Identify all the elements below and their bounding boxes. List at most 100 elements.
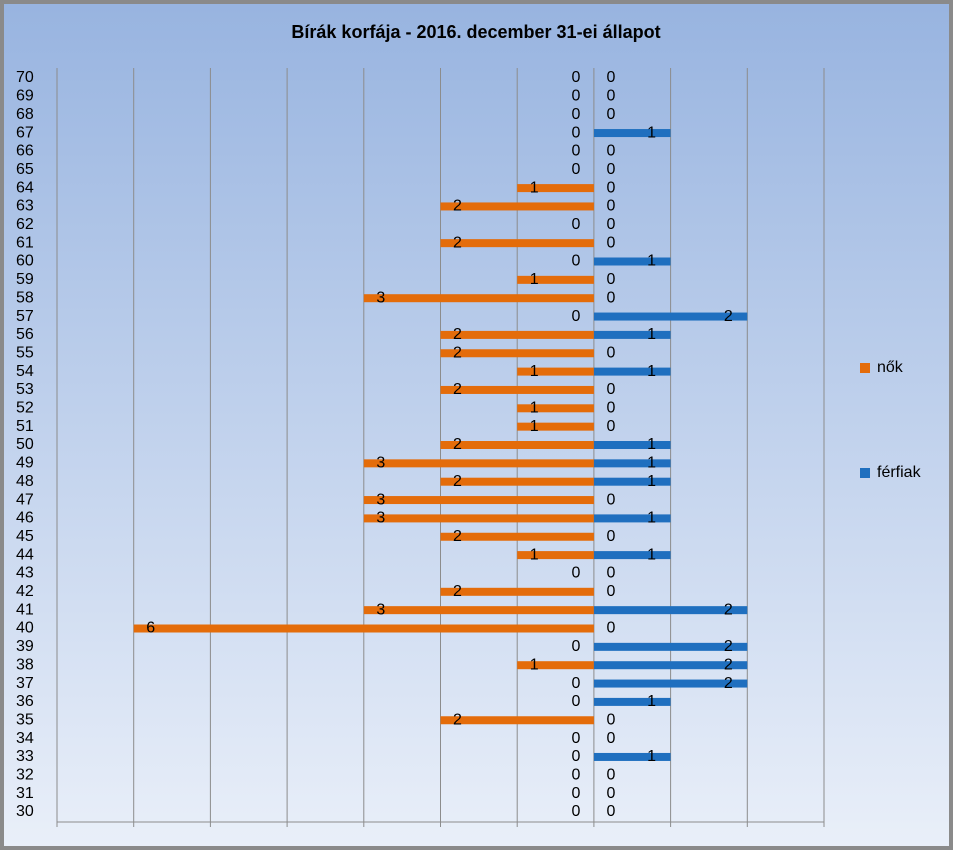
y-tick-label: 60 [16,253,34,270]
bar [517,404,594,413]
value-label: 0 [606,88,615,105]
value-label: 0 [571,216,580,233]
value-label: 6 [146,620,155,637]
value-label: 2 [453,198,462,215]
bar [440,477,594,486]
value-label: 0 [606,565,615,582]
bar [440,330,594,339]
value-label: 0 [571,693,580,710]
value-label: 0 [571,106,580,123]
value-label: 1 [530,363,539,380]
value-label: 2 [453,344,462,361]
value-label: 2 [453,528,462,545]
y-tick-label: 48 [16,473,34,490]
y-tick-label: 47 [16,491,34,508]
bar [593,551,671,560]
bar [133,624,594,633]
value-label: 3 [376,601,385,618]
value-label: 0 [606,234,615,251]
bar [593,257,671,266]
bar [440,716,594,725]
y-tick-label: 41 [16,601,34,618]
bar [517,275,594,284]
bar [440,587,594,596]
value-label: 1 [647,546,656,563]
value-label: 0 [571,565,580,582]
value-label: 0 [606,143,615,160]
y-tick-label: 30 [16,803,34,820]
value-label: 2 [453,381,462,398]
value-label: 0 [606,785,615,802]
y-tick-label: 42 [16,583,34,600]
bar [517,661,594,670]
value-label: 2 [453,711,462,728]
value-label: 1 [647,253,656,270]
value-label: 1 [647,473,656,490]
y-tick-label: 35 [16,711,34,728]
value-label: 1 [530,656,539,673]
bar [440,239,594,248]
value-label: 0 [606,216,615,233]
value-label: 2 [453,583,462,600]
legend-swatch [860,468,870,478]
value-label: 0 [606,179,615,196]
y-tick-label: 51 [16,418,34,435]
chart-title: Bírák korfája - 2016. december 31-ei áll… [291,22,660,42]
y-tick-label: 39 [16,638,34,655]
value-label: 0 [606,289,615,306]
y-tick-label: 65 [16,161,34,178]
value-label: 0 [606,491,615,508]
value-label: 3 [376,289,385,306]
y-tick-label: 68 [16,106,34,123]
bar [517,422,594,431]
y-tick-label: 34 [16,730,34,747]
value-label: 1 [647,748,656,765]
value-label: 0 [606,381,615,398]
bar [593,312,748,321]
legend-label: férfiak [877,464,922,481]
value-label: 1 [530,400,539,417]
bar [593,514,671,523]
value-label: 0 [606,161,615,178]
y-tick-label: 32 [16,767,34,784]
y-tick-label: 46 [16,510,34,527]
bar [440,349,594,358]
value-label: 0 [606,583,615,600]
y-tick-label: 70 [16,69,34,86]
value-label: 0 [606,344,615,361]
y-tick-label: 52 [16,400,34,417]
y-tick-label: 57 [16,308,34,325]
value-label: 0 [571,308,580,325]
value-label: 0 [571,253,580,270]
value-label: 0 [606,69,615,86]
value-label: 0 [571,675,580,692]
value-label: 0 [606,730,615,747]
value-label: 1 [530,271,539,288]
value-label: 1 [647,363,656,380]
y-tick-label: 43 [16,565,34,582]
bar [593,459,671,468]
bar [363,606,594,615]
bar [593,752,671,761]
value-label: 0 [606,198,615,215]
y-tick-label: 63 [16,198,34,215]
value-label: 0 [571,88,580,105]
value-label: 2 [724,675,733,692]
value-label: 0 [606,767,615,784]
bar [363,496,594,505]
bar [517,551,594,560]
bar [593,679,748,688]
value-label: 1 [530,546,539,563]
y-tick-label: 36 [16,693,34,710]
bar [593,606,748,615]
value-label: 0 [606,106,615,123]
value-label: 2 [453,473,462,490]
y-tick-label: 58 [16,289,34,306]
value-label: 1 [647,436,656,453]
y-tick-label: 44 [16,546,34,563]
bar [440,202,594,211]
value-label: 0 [606,620,615,637]
value-label: 0 [571,161,580,178]
